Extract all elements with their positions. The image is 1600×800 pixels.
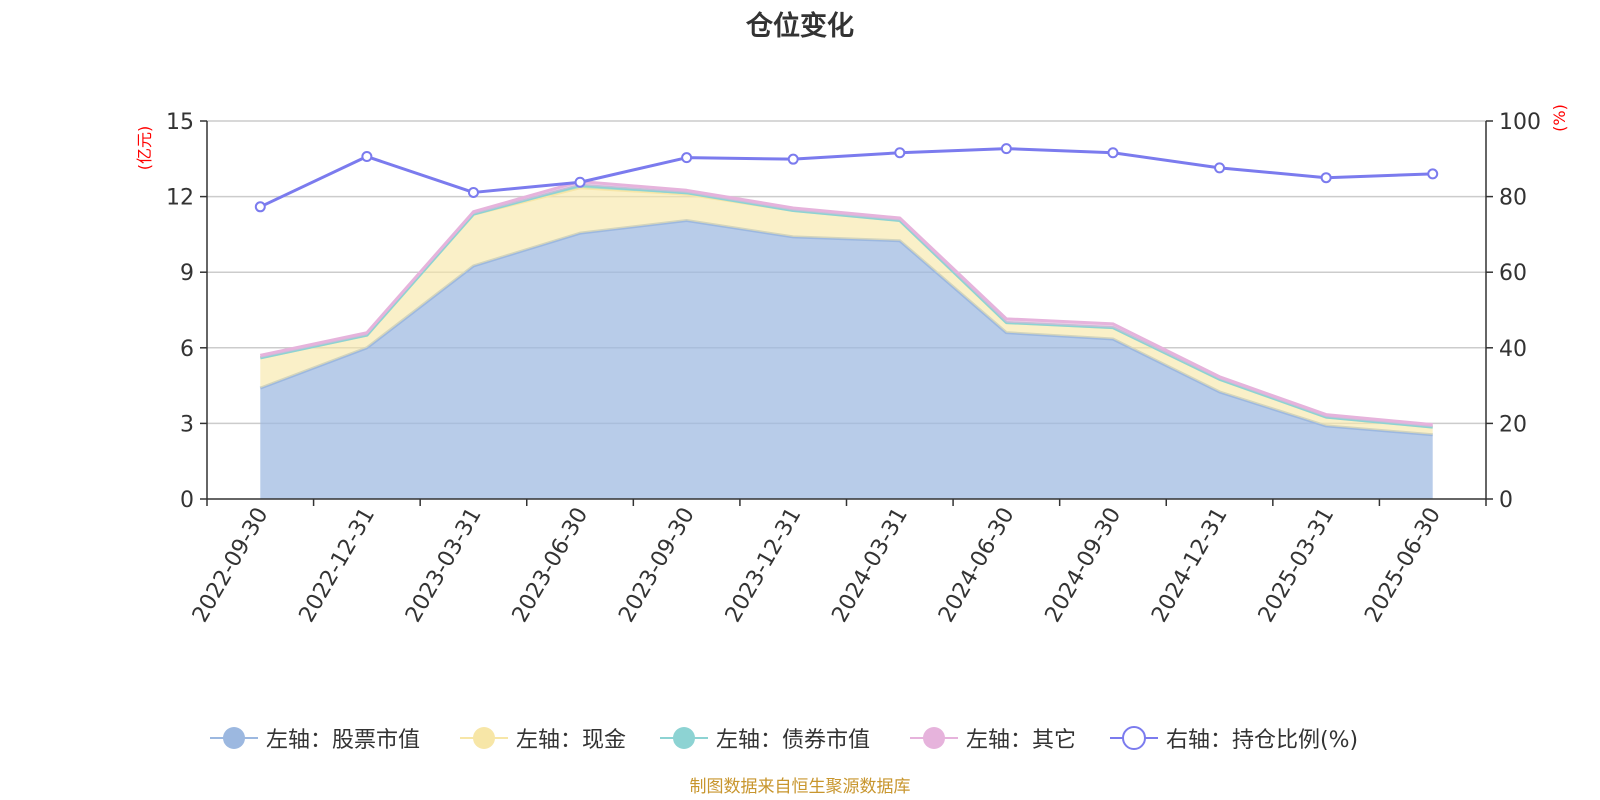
- area-line-other: [259, 179, 1433, 427]
- left-tick-label-3: 9: [180, 261, 194, 286]
- legend-label-cash: 左轴：现金: [516, 728, 627, 753]
- x-tick-label-2: 2023-03-31: [401, 504, 487, 627]
- left-axis-name: (亿元): [135, 126, 154, 171]
- left-tick-label-0: 0: [180, 488, 194, 513]
- legend-label-bond: 左轴：债券市值: [716, 728, 871, 753]
- x-tick-label-5: 2023-12-31: [721, 504, 807, 627]
- area-stock: [260, 220, 1433, 500]
- ratio-point-9: [1214, 162, 1226, 174]
- left-tick-label-4: 12: [166, 186, 194, 211]
- legend-other-icon: [910, 727, 958, 749]
- x-tick-labels: 2022-09-30 2022-12-31 2023-03-31 2023-06-30…: [188, 504, 1446, 627]
- ratio-point-1: [361, 151, 373, 163]
- legend-label-other: 左轴：其它: [966, 728, 1077, 753]
- right-tick-label-5: 100: [1499, 110, 1541, 135]
- legend: 左轴：股票市值 左轴：现金 左轴：债券市值 左轴：其它 右轴：持仓比例(%): [0, 718, 1600, 758]
- legend-item-bond[interactable]: 左轴：债券市值: [660, 718, 870, 758]
- x-tick-label-0: 2022-09-30: [188, 504, 274, 627]
- ratio-line: [259, 147, 1433, 209]
- chart-title: 仓位变化: [746, 11, 854, 42]
- legend-item-cash[interactable]: 左轴：现金: [460, 718, 626, 758]
- right-tick-label-4: 80: [1499, 186, 1527, 211]
- left-tick-label-5: 15: [166, 110, 194, 135]
- position-change-chart: 0 3 6 9 12 15 0 20 40 60 80 100 2022-09-30 2022-12-3…: [135, 104, 1569, 627]
- x-tick-label-8: 2024-09-30: [1041, 504, 1127, 627]
- ratio-point-5: [787, 153, 799, 165]
- ratio-point-2: [467, 186, 479, 198]
- axes: 0 3 6 9 12 15 0 20 40 60 80 100: [166, 110, 1541, 513]
- x-tick-label-4: 2023-09-30: [614, 504, 700, 627]
- ratio-point-10: [1320, 172, 1332, 184]
- right-tick-label-2: 40: [1499, 337, 1527, 362]
- right-axis-name: (%): [1550, 104, 1569, 132]
- x-tick-label-11: 2025-06-30: [1360, 504, 1446, 627]
- legend-item-ratio[interactable]: 右轴：持仓比例(%): [1110, 718, 1358, 758]
- ratio-point-8: [1107, 147, 1119, 159]
- legend-item-other[interactable]: 左轴：其它: [910, 718, 1076, 758]
- right-tick-label-3: 60: [1499, 261, 1527, 286]
- data-source-note: 制图数据来自恒生聚源数据库: [689, 777, 911, 797]
- ratio-point-7: [1000, 143, 1012, 155]
- legend-bond-icon: [660, 727, 708, 749]
- x-tick-label-7: 2024-06-30: [934, 504, 1020, 627]
- ratio-point-6: [894, 147, 906, 159]
- legend-cash-icon: [460, 727, 508, 749]
- left-tick-label-2: 6: [180, 337, 194, 362]
- x-tick-label-3: 2023-06-30: [508, 504, 594, 627]
- legend-label-ratio: 右轴：持仓比例(%): [1166, 728, 1359, 753]
- legend-label-stock: 左轴：股票市值: [266, 728, 421, 753]
- x-tick-label-6: 2024-03-31: [827, 504, 913, 627]
- x-tick-label-9: 2024-12-31: [1147, 504, 1233, 627]
- ratio-point-11: [1427, 168, 1439, 180]
- stacked-areas: [259, 179, 1433, 500]
- legend-stock-icon: [210, 727, 258, 749]
- ratio-point-4: [681, 152, 693, 164]
- x-tick-label-1: 2022-12-31: [294, 504, 380, 627]
- left-tick-label-1: 3: [180, 412, 194, 437]
- ratio-line-series: [254, 143, 1439, 213]
- ratio-point-0: [254, 201, 266, 213]
- legend-ratio-icon: [1110, 726, 1158, 750]
- legend-item-stock[interactable]: 左轴：股票市值: [210, 718, 420, 758]
- area-cash: [260, 187, 1433, 435]
- right-tick-label-0: 0: [1499, 488, 1513, 513]
- right-tick-label-1: 20: [1499, 412, 1527, 437]
- x-tick-label-10: 2025-03-31: [1254, 504, 1340, 627]
- ratio-point-3: [574, 176, 586, 188]
